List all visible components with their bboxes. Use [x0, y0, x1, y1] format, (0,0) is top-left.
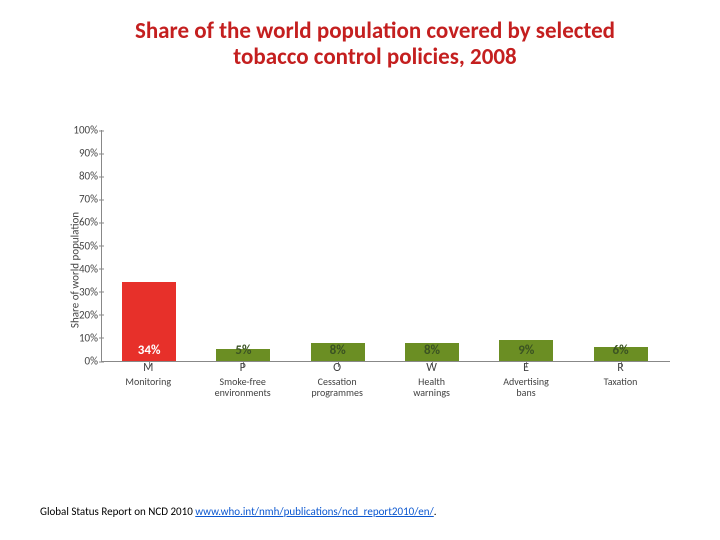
- y-tick: 30%: [58, 285, 98, 298]
- x-label-o: O Cessationprogrammes: [290, 362, 384, 398]
- x-label-p: P Smoke-freeenvironments: [195, 362, 289, 398]
- y-tick: 100%: [58, 124, 98, 137]
- plot-area: 34%5%8%8%9%6% 0%10%20%30%40%50%60%70%80%…: [101, 130, 670, 362]
- source-footnote: Global Status Report on NCD 2010 www.who…: [40, 505, 437, 518]
- x-label-w: W Healthwarnings: [384, 362, 478, 398]
- y-tick: 0%: [58, 355, 98, 368]
- bar-w: 8%: [405, 343, 459, 361]
- x-letter: P: [195, 362, 289, 375]
- bar-value-label: 8%: [424, 343, 440, 358]
- footnote-prefix: Global Status Report on NCD 2010: [40, 505, 195, 518]
- x-name: Cessationprogrammes: [290, 377, 384, 398]
- x-name: Smoke-freeenvironments: [195, 377, 289, 398]
- title-line-1: Share of the world population covered by…: [70, 18, 680, 44]
- y-tick: 60%: [58, 216, 98, 229]
- y-tick: 40%: [58, 262, 98, 275]
- slide: Share of the world population covered by…: [0, 0, 720, 540]
- x-name: Advertisingbans: [479, 377, 573, 398]
- bar-value-label: 8%: [330, 343, 346, 358]
- y-tick: 80%: [58, 170, 98, 183]
- footnote-link[interactable]: www.who.int/nmh/publications/ncd_report2…: [195, 505, 434, 518]
- bar-value-label: 6%: [613, 343, 629, 358]
- x-name: Taxation: [573, 377, 667, 388]
- y-tick: 90%: [58, 147, 98, 160]
- bar-value-label: 9%: [518, 343, 534, 358]
- x-letter: E: [479, 362, 573, 375]
- x-label-m: M Monitoring: [101, 362, 195, 388]
- x-name: Monitoring: [101, 377, 195, 388]
- bar-m: 34%: [122, 282, 176, 361]
- x-label-r: R Taxation: [573, 362, 667, 388]
- y-tick: 10%: [58, 331, 98, 344]
- y-tick: 50%: [58, 239, 98, 252]
- page-title: Share of the world population covered by…: [70, 18, 680, 71]
- x-axis-labels: M MonitoringP Smoke-freeenvironmentsO Cessa…: [101, 362, 670, 410]
- bar-value-label: 34%: [138, 343, 161, 358]
- x-letter: O: [290, 362, 384, 375]
- bars-container: 34% 5% 8% 8% 9% 6%: [102, 130, 670, 361]
- x-label-e: E Advertisingbans: [479, 362, 573, 398]
- y-tick: 70%: [58, 193, 98, 206]
- bar-value-label: 5%: [235, 343, 251, 358]
- bar-r: 6%: [594, 347, 648, 361]
- x-name: Healthwarnings: [384, 377, 478, 398]
- bar-p: 5%: [216, 349, 270, 361]
- x-letter: M: [101, 362, 195, 375]
- bar-o: 8%: [311, 343, 365, 361]
- bar-chart: Share of world population 34%5%8%8%9%6% …: [55, 130, 670, 410]
- x-letter: W: [384, 362, 478, 375]
- footnote-suffix: .: [434, 505, 437, 518]
- y-tick: 20%: [58, 308, 98, 321]
- x-letter: R: [573, 362, 667, 375]
- bar-e: 9%: [499, 340, 553, 361]
- title-line-2: tobacco control policies, 2008: [70, 44, 680, 70]
